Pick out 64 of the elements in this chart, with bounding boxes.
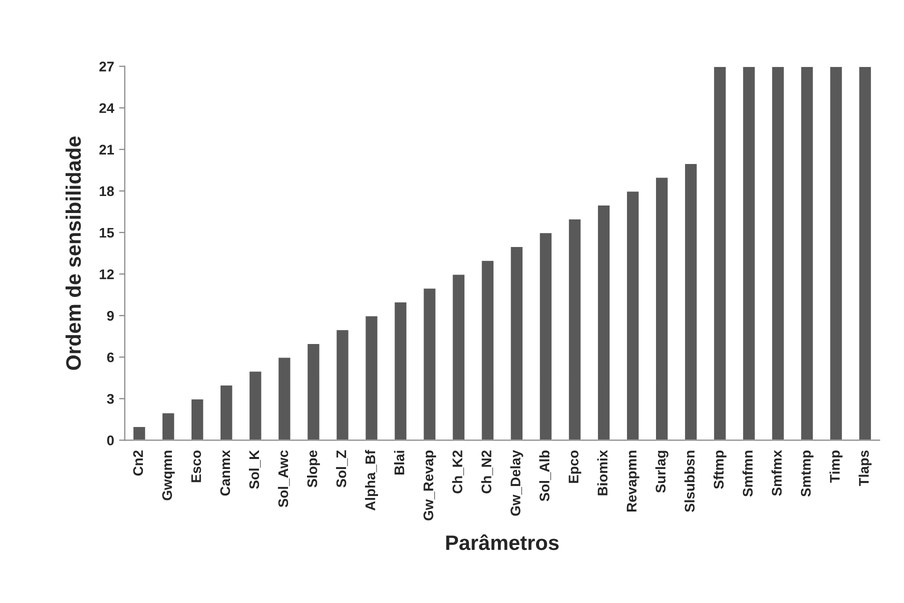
y-tick-label: 12 <box>100 269 114 280</box>
bar <box>451 273 466 440</box>
x-tick-label: Alpha_Bf <box>365 450 378 511</box>
bar <box>800 66 814 440</box>
bar <box>190 398 205 440</box>
x-tick-label: Sol_K <box>248 450 261 489</box>
y-tick-label: 9 <box>107 310 114 321</box>
bar <box>509 246 524 440</box>
bar <box>712 66 728 440</box>
bar <box>364 314 379 440</box>
bar <box>161 412 176 440</box>
x-tick-label: Gw_Delay <box>510 450 524 516</box>
bar <box>248 370 263 440</box>
x-tick-label: Epco <box>568 450 582 483</box>
bar <box>538 232 553 440</box>
bar <box>742 66 756 440</box>
x-tick-label: Esco <box>191 450 202 482</box>
bar <box>219 384 234 440</box>
bar <box>626 190 640 440</box>
x-tick-label: Canmx <box>220 450 230 496</box>
y-tick-label: 21 <box>99 144 114 154</box>
y-tick-label: 24 <box>99 103 114 113</box>
x-tick-label: Cn2 <box>133 450 143 476</box>
y-tick-label: 0 <box>107 436 114 446</box>
x-tick-label: Gw_Revap <box>423 450 436 520</box>
bar <box>277 356 292 440</box>
bar <box>596 204 612 440</box>
y-tick-label: 27 <box>99 62 114 72</box>
bar <box>132 426 146 440</box>
x-tick-label: Timp <box>830 450 843 483</box>
x-tick-label: Slope <box>306 450 320 488</box>
x-axis-title: Parâmetros <box>446 534 559 550</box>
y-axis-title: Ordem de sensibilidade <box>66 136 81 370</box>
x-tick-label: Blai <box>394 450 404 474</box>
x-tick-label: Smtmp <box>800 450 814 497</box>
bar <box>684 162 698 440</box>
bar <box>828 66 844 440</box>
x-tick-label: Sol_Alb <box>539 450 552 502</box>
y-tick-label: 6 <box>107 352 114 362</box>
bar <box>770 66 786 440</box>
bar <box>568 218 582 440</box>
bar <box>422 287 437 440</box>
y-tick-label: 15 <box>100 228 114 238</box>
x-tick-label: Biomix <box>597 450 608 496</box>
y-tick-label: 3 <box>106 394 114 404</box>
bar <box>480 259 495 440</box>
x-tick-label: Ch_N2 <box>481 450 493 494</box>
x-tick-label: Smfmx <box>772 450 782 496</box>
x-tick-label: Surlag <box>655 450 668 493</box>
x-tick-label: Smfmn <box>742 450 753 497</box>
x-tick-label: Sftmp <box>713 450 726 489</box>
bar <box>306 342 321 440</box>
bar <box>335 328 350 440</box>
bar <box>858 66 872 440</box>
x-tick-label: Gwqmn <box>162 450 175 500</box>
x-tick-label: Slsubbsn <box>684 450 695 512</box>
y-tick-label: 18 <box>100 186 114 196</box>
x-tick-label: Ch_K2 <box>452 450 464 494</box>
bar <box>393 301 408 440</box>
x-tick-label: Tlaps <box>858 450 872 486</box>
x-tick-label: Sol_Awc <box>278 450 290 508</box>
x-tick-label: Revapmn <box>626 450 640 512</box>
x-tick-label: Sol_Z <box>336 450 348 488</box>
bar <box>654 176 670 440</box>
